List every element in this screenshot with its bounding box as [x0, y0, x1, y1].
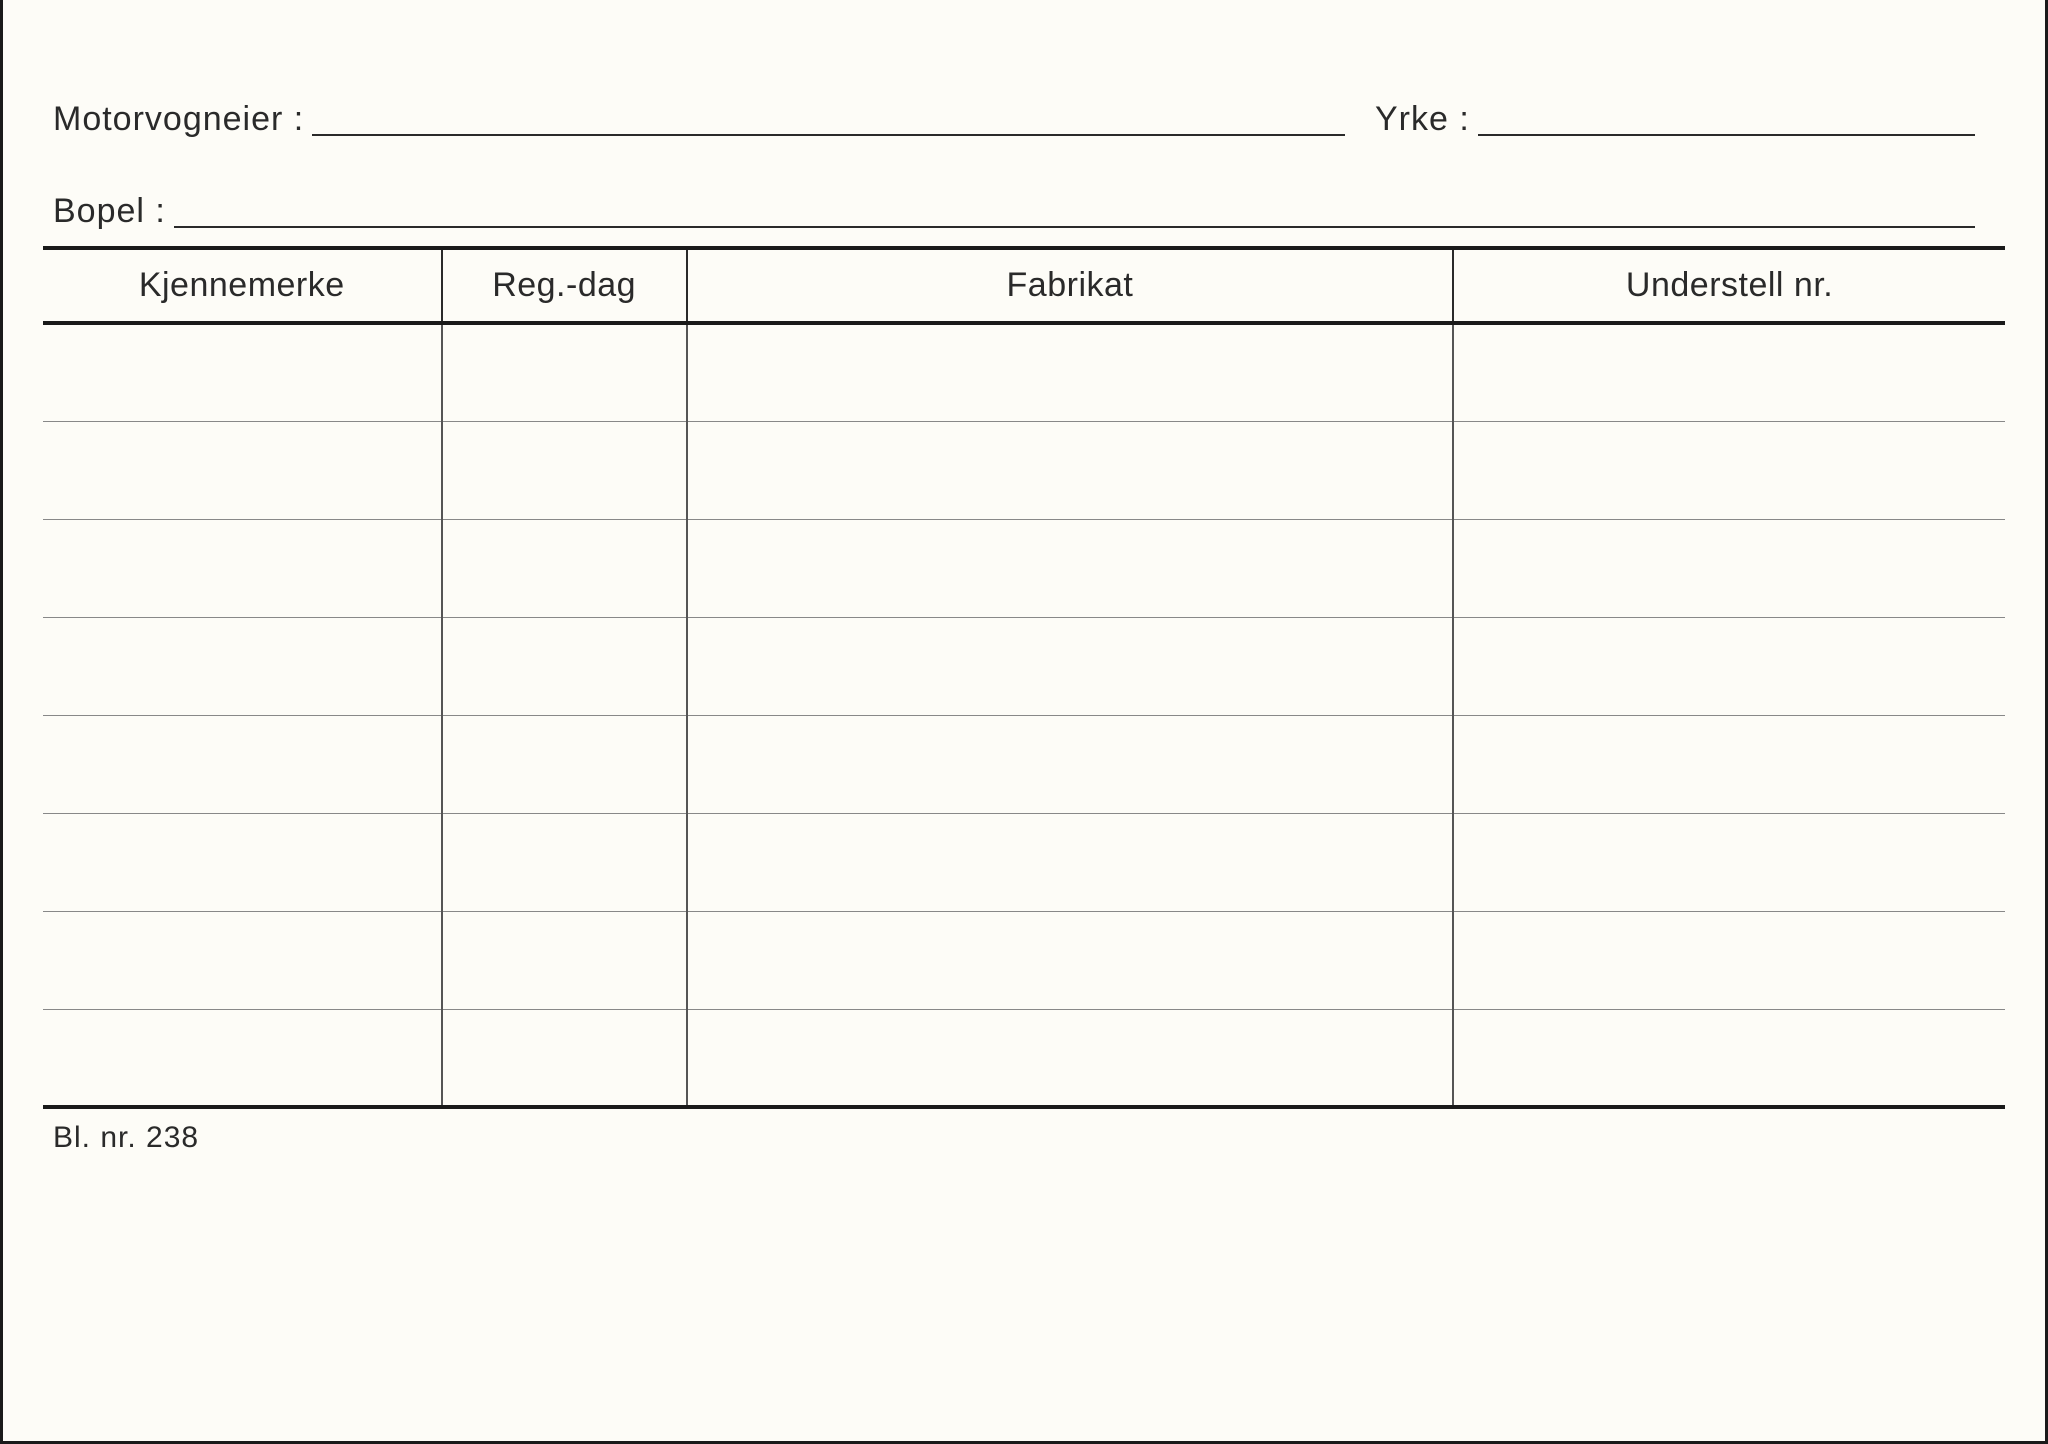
cell-understell [1453, 1009, 2005, 1107]
form-footer: Bl. nr. 238 [43, 1109, 2005, 1155]
table-row [43, 617, 2005, 715]
owner-label: Motorvogneier : [53, 100, 312, 142]
cell-regdag [442, 519, 687, 617]
table-row [43, 421, 2005, 519]
cell-understell [1453, 911, 2005, 1009]
occupation-label: Yrke : [1375, 100, 1478, 142]
occupation-field-group: Yrke : [1375, 100, 1975, 142]
residence-label: Bopel : [53, 192, 174, 234]
residence-input-line [174, 226, 1975, 228]
table-row [43, 813, 2005, 911]
table-row [43, 1009, 2005, 1107]
cell-regdag [442, 813, 687, 911]
table-row [43, 323, 2005, 421]
table-row [43, 911, 2005, 1009]
cell-regdag [442, 617, 687, 715]
residence-field-group: Bopel : [43, 192, 2005, 234]
cell-regdag [442, 1009, 687, 1107]
cell-regdag [442, 715, 687, 813]
cell-regdag [442, 323, 687, 421]
cell-kjennemerke [43, 715, 442, 813]
cell-kjennemerke [43, 617, 442, 715]
cell-fabrikat [687, 323, 1453, 421]
registration-table: Kjennemerke Reg.-dag Fabrikat Understell… [43, 246, 2005, 1109]
cell-understell [1453, 617, 2005, 715]
cell-understell [1453, 323, 2005, 421]
registration-table-container: Kjennemerke Reg.-dag Fabrikat Understell… [43, 246, 2005, 1109]
cell-kjennemerke [43, 421, 442, 519]
owner-field-group: Motorvogneier : [53, 100, 1345, 142]
cell-understell [1453, 421, 2005, 519]
cell-understell [1453, 715, 2005, 813]
cell-fabrikat [687, 421, 1453, 519]
column-header-understell: Understell nr. [1453, 248, 2005, 323]
cell-kjennemerke [43, 1009, 442, 1107]
cell-regdag [442, 421, 687, 519]
header-fields-row: Motorvogneier : Yrke : [43, 100, 2005, 142]
cell-fabrikat [687, 813, 1453, 911]
column-header-fabrikat: Fabrikat [687, 248, 1453, 323]
registration-form-document: Motorvogneier : Yrke : Bopel : Kjennemer… [0, 0, 2048, 1444]
cell-fabrikat [687, 519, 1453, 617]
column-header-kjennemerke: Kjennemerke [43, 248, 442, 323]
column-header-regdag: Reg.-dag [442, 248, 687, 323]
cell-kjennemerke [43, 813, 442, 911]
cell-kjennemerke [43, 911, 442, 1009]
cell-fabrikat [687, 911, 1453, 1009]
table-row [43, 715, 2005, 813]
cell-fabrikat [687, 1009, 1453, 1107]
table-row [43, 519, 2005, 617]
cell-kjennemerke [43, 323, 442, 421]
cell-understell [1453, 813, 2005, 911]
table-header-row: Kjennemerke Reg.-dag Fabrikat Understell… [43, 248, 2005, 323]
cell-regdag [442, 911, 687, 1009]
form-number: Bl. nr. 238 [53, 1121, 199, 1154]
owner-input-line [312, 134, 1345, 136]
cell-fabrikat [687, 617, 1453, 715]
cell-fabrikat [687, 715, 1453, 813]
table-body [43, 323, 2005, 1107]
cell-kjennemerke [43, 519, 442, 617]
cell-understell [1453, 519, 2005, 617]
occupation-input-line [1478, 134, 1975, 136]
